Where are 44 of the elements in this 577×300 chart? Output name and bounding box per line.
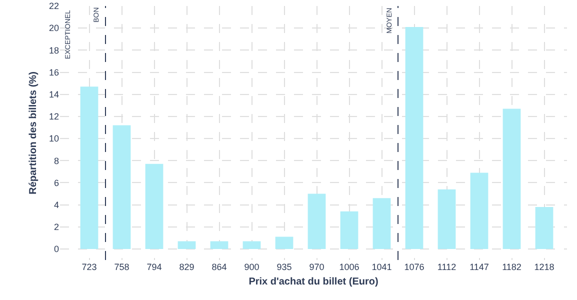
bar [242,241,261,249]
x-tick-label: 1182 [502,262,522,272]
y-tick-label: 0 [54,244,59,254]
bar [112,125,131,249]
bar [145,164,164,249]
bar [308,194,326,249]
y-tick-label: 18 [48,45,59,56]
bar [405,26,424,249]
bar [438,189,456,249]
bar [80,86,98,249]
bar [372,198,391,249]
x-tick-label: 900 [244,262,260,272]
bar [470,172,488,249]
y-tick-label: 22 [48,1,59,12]
x-tick-label: 794 [146,262,162,272]
x-axis-title: Prix d'achat du billet (Euro) [248,276,378,288]
y-tick-label: 14 [48,90,59,100]
x-tick-label: 829 [179,262,194,272]
y-tick-label: 2 [54,222,59,232]
x-tick-label: 1006 [339,262,360,272]
x-tick-label: 970 [309,262,324,272]
bar [275,236,294,249]
bar [178,241,196,249]
y-tick-label: 12 [48,112,59,122]
x-tick-label: 1112 [437,262,456,272]
x-tick-label: 1076 [404,262,424,272]
bar [340,211,358,249]
x-tick-label: 758 [114,262,130,272]
y-tick-label: 16 [48,67,59,78]
bar [210,241,228,249]
y-axis-title: Répartition des billets (%) [28,72,39,194]
bar [535,206,554,249]
y-tick-label: 4 [54,200,59,210]
y-tick-label: 10 [48,134,59,144]
x-tick-label: 1218 [534,262,554,272]
x-tick-label: 723 [82,262,97,272]
x-tick-label: 864 [212,262,227,272]
x-tick-label: 1041 [372,262,392,272]
x-tick-label: 1147 [470,262,489,272]
x-tick-label: 935 [276,262,292,272]
y-tick-label: 8 [54,156,59,166]
y-tick-label: 6 [54,178,59,188]
bar [502,108,521,249]
y-tick-label: 20 [48,23,59,34]
